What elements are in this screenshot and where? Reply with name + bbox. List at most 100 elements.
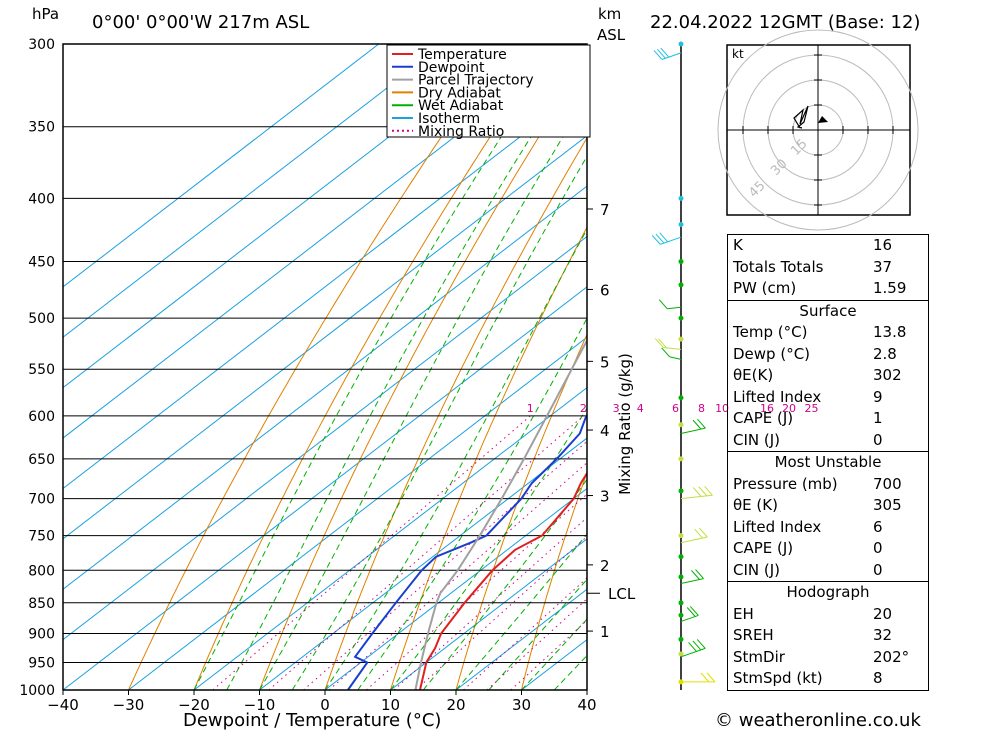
legend-entry: Parcel Trajectory [418,73,534,89]
profile-temperature [419,471,587,690]
index-value: 2.8 [873,344,897,363]
isotherm-line [63,44,380,288]
y-tick-label: 1000 [19,683,55,699]
wind-barb-feather [698,527,708,538]
index-value: 0 [873,539,883,557]
mixing-ratio-label: 2 [580,402,587,415]
index-value: 305 [873,496,902,514]
index-value: 16 [873,236,893,254]
wind-barb [669,356,682,360]
index-name: Pressure (mb) [733,474,838,493]
wind-level-dot [678,195,684,201]
dry-adiabat-line [128,44,506,690]
wind-level-dot [678,395,684,401]
wind-barb [680,494,713,500]
mixing-ratio-line [415,535,587,690]
index-row: Temp (°C) 13.8 [728,322,928,344]
index-name: Totals Totals [733,257,824,276]
isotherm-line [390,538,587,690]
wet-adiabat-line [521,618,587,690]
lcl-label: LCL [608,585,636,603]
altitude-tick-label: 2 [600,557,610,575]
wind-barb [680,647,706,658]
indices-table: K 16 Totals Totals 37 PW (cm) 1.59 Surface Temp… [727,234,929,691]
index-name: SREH [733,626,774,644]
index-row: CIN (J) 0 [728,560,928,582]
index-value: 1 [873,409,883,427]
wind-profile [651,41,716,690]
mixing-ratio-line [366,493,587,690]
index-value: 302 [873,366,902,384]
index-name: θE(K) [733,366,774,384]
index-value: 1.59 [873,279,907,297]
index-name: CAPE (J) [733,539,794,557]
isotherm-line [63,185,587,590]
wind-barb-feather [692,487,702,497]
index-value: 37 [873,257,893,276]
index-value: 0 [873,560,883,579]
wind-level-dot [678,259,684,265]
altitude-tick-label: 5 [600,353,610,371]
wind-level-dot [678,574,684,580]
wind-barb-feather [653,50,663,60]
legend-entry: Dewpoint [418,60,485,76]
credit-label: © weatheronline.co.uk [715,710,921,731]
mixing-ratio-axis-label: Mixing Ratio (g/kg) [616,353,634,495]
index-value: 700 [873,474,902,493]
y-tick-label: 650 [28,452,55,468]
dry-adiabat-line [259,59,587,690]
mixing-ratio-label: 6 [672,402,679,415]
wind-barb-feather [704,485,713,496]
plot-frame [62,43,588,691]
altitude-tick-label: 7 [600,201,610,219]
dry-adiabat-line [324,136,587,690]
wind-level-dot [678,315,684,321]
wind-barb-feather [691,570,700,580]
x-tick-label: −40 [47,696,79,714]
mixing-ratio-label: 8 [698,402,705,415]
altitude-tick-label: 3 [600,488,610,506]
wind-barb [680,614,699,622]
wind-barb [667,306,682,310]
y-tick-label: 700 [28,492,55,508]
mixing-ratio-label: 20 [782,402,796,415]
wind-barb-feather [655,233,665,244]
dry-adiabat-line [390,226,587,690]
index-value: 8 [873,669,883,687]
dry-adiabat-line [455,333,587,690]
index-row: StmSpd (kt) 8 [728,668,928,690]
location-label: 0°00' 0°00'W 217m ASL [92,12,310,33]
isotherm-line [259,437,587,690]
index-name: StmDir [733,647,785,666]
wind-barb [660,236,682,245]
x-tick-label: −30 [113,696,145,714]
x-axis-label: Dewpoint / Temperature (°C) [183,710,442,731]
hodograph-ring [717,29,919,231]
mixing-ratio-label: 16 [760,402,774,415]
mixing-ratio-label: 1 [527,402,534,415]
x-tick-label: 10 [381,696,400,714]
wind-barb [661,52,682,60]
index-name: CAPE (J) [733,409,794,427]
index-value: 13.8 [873,323,907,341]
dry-adiabat-line [193,44,552,690]
wind-level-dot [678,554,684,560]
x-tick-label: 30 [512,696,531,714]
index-name: Lifted Index [733,517,822,536]
wind-barb-feather [686,607,696,617]
x-tick-label: 40 [577,696,596,714]
legend-box [386,44,591,138]
y-tick-label: 350 [28,120,55,136]
wind-level-dot [678,636,684,642]
wind-level-dot [678,600,684,606]
isotherm-line [63,235,587,641]
y-tick-label: 750 [28,529,55,545]
y-tick-label: 900 [28,626,55,642]
index-name: Temp (°C) [733,323,808,341]
wind-level-dot [678,222,684,228]
wind-level-dot [678,488,684,494]
wind-barb [680,427,706,434]
